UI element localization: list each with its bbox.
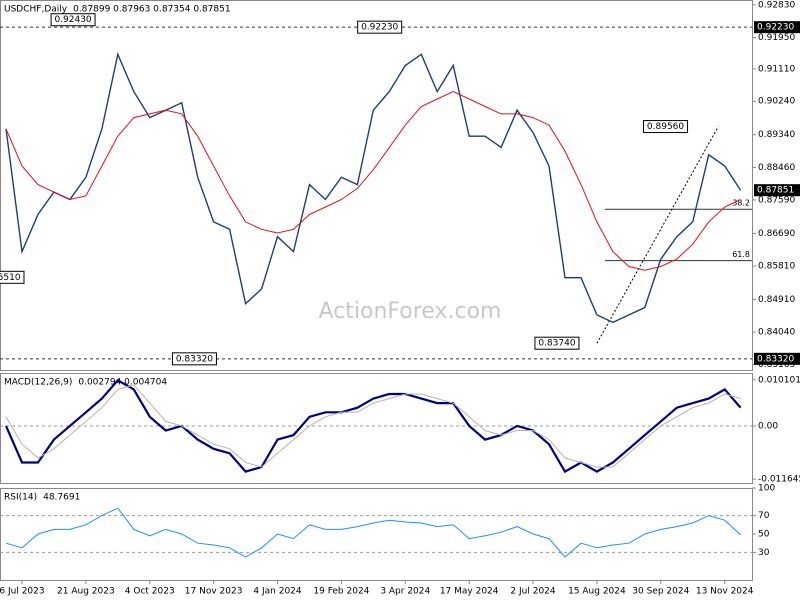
y-tick-label: 0.86690 <box>758 229 795 239</box>
annotation-label: 0.89560 <box>647 122 684 132</box>
annotation-box <box>357 20 403 34</box>
panel-values: 48.7691 <box>43 493 80 503</box>
y-tick-label: 0.00 <box>758 421 778 431</box>
y-tick-label: 100 <box>758 484 775 494</box>
series-line <box>5 384 741 468</box>
x-tick-label: 17 May 2024 <box>440 587 499 597</box>
annotation-label: 0.85510 <box>0 273 21 283</box>
y-tick-label: 0.88460 <box>758 163 795 173</box>
price-marker-label: 0.83320 <box>757 354 794 364</box>
x-tick-label: 21 Aug 2023 <box>57 587 115 597</box>
x-tick-label: 19 Feb 2024 <box>313 587 369 597</box>
panel-frame <box>0 373 753 484</box>
x-tick-label: 4 Oct 2023 <box>125 587 175 597</box>
y-tick-label: 0.91110 <box>758 64 795 74</box>
y-tick-label: -0.011645 <box>758 475 800 485</box>
annotation-label: 0.92430 <box>54 15 91 25</box>
price-marker-label: 0.92230 <box>757 23 794 33</box>
y-tick-label: 0.85810 <box>758 262 795 272</box>
y-tick-label: 70 <box>758 511 770 521</box>
price-marker-label: 0.87851 <box>757 186 794 196</box>
y-tick-label: 30 <box>758 548 770 558</box>
x-tick-label: 4 Jan 2024 <box>253 587 301 597</box>
x-tick-label: 15 Aug 2024 <box>568 587 626 597</box>
annotation-box <box>50 13 96 27</box>
annotation-label: 0.83740 <box>538 339 575 349</box>
fib-label: 61.8 <box>732 250 750 259</box>
panel-title: MACD(12,26,9) <box>4 378 72 388</box>
y-tick-label: 0.010101 <box>758 375 800 385</box>
x-tick-label: 3 Apr 2024 <box>380 587 430 597</box>
watermark: ActionForex.com <box>319 299 502 324</box>
y-tick-label: 0.84040 <box>758 328 795 338</box>
series-line <box>5 507 741 558</box>
x-tick-label: 13 Nov 2024 <box>696 587 754 597</box>
y-tick-label: 0.92830 <box>758 0 795 10</box>
annotation-label: 0.92230 <box>361 23 398 33</box>
y-tick-label: 0.83165 <box>758 360 795 370</box>
x-tick-label: 2 Jul 2024 <box>510 587 555 597</box>
y-tick-label: 50 <box>758 530 770 540</box>
series-line <box>5 91 741 271</box>
y-tick-label: 0.84910 <box>758 295 795 305</box>
y-tick-label: 0.90240 <box>758 97 795 107</box>
x-tick-label: 17 Nov 2023 <box>185 587 243 597</box>
annotation-box <box>171 352 217 366</box>
annotation-label: 0.83320 <box>176 354 213 364</box>
series-line <box>5 52 742 324</box>
x-tick-label: 30 Sep 2024 <box>632 587 689 597</box>
panel-title: USDCHF,Daily <box>4 5 68 15</box>
annotation-box <box>534 336 580 350</box>
price-marker <box>754 352 800 365</box>
y-tick-label: 0.89340 <box>758 130 795 140</box>
fib-label: 38.2 <box>732 199 750 208</box>
annotation-box <box>0 270 25 284</box>
x-tick-label: 6 Jul 2023 <box>0 587 45 597</box>
price-marker <box>754 21 800 34</box>
y-tick-label: 0.87590 <box>758 195 795 205</box>
trendline <box>596 126 719 344</box>
price-marker <box>754 184 800 197</box>
panel-frame <box>0 0 753 371</box>
y-tick-label: 0.91950 <box>758 33 795 43</box>
annotation-box <box>643 120 689 134</box>
panel-title: RSI(14) <box>4 493 37 503</box>
panel-values: 0.87899 0.87963 0.87354 0.87851 <box>73 5 230 15</box>
